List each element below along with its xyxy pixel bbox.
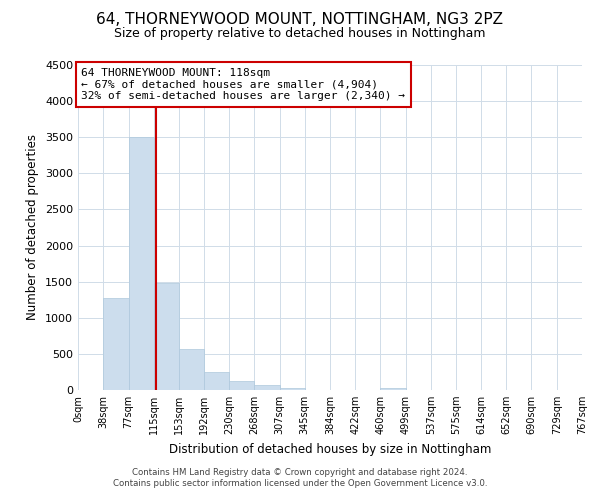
Bar	[204, 372, 229, 390]
Bar	[380, 388, 406, 390]
Text: Contains HM Land Registry data © Crown copyright and database right 2024.
Contai: Contains HM Land Registry data © Crown c…	[113, 468, 487, 487]
Y-axis label: Number of detached properties: Number of detached properties	[26, 134, 40, 320]
Bar	[103, 298, 128, 390]
X-axis label: Distribution of detached houses by size in Nottingham: Distribution of detached houses by size …	[169, 442, 491, 456]
Text: Size of property relative to detached houses in Nottingham: Size of property relative to detached ho…	[114, 28, 486, 40]
Bar	[254, 384, 280, 390]
Bar	[154, 283, 179, 390]
Text: 64, THORNEYWOOD MOUNT, NOTTINGHAM, NG3 2PZ: 64, THORNEYWOOD MOUNT, NOTTINGHAM, NG3 2…	[97, 12, 503, 28]
Bar	[229, 380, 254, 390]
Bar	[128, 137, 154, 390]
Bar	[280, 388, 305, 390]
Text: 64 THORNEYWOOD MOUNT: 118sqm
← 67% of detached houses are smaller (4,904)
32% of: 64 THORNEYWOOD MOUNT: 118sqm ← 67% of de…	[81, 68, 405, 101]
Bar	[179, 349, 204, 390]
